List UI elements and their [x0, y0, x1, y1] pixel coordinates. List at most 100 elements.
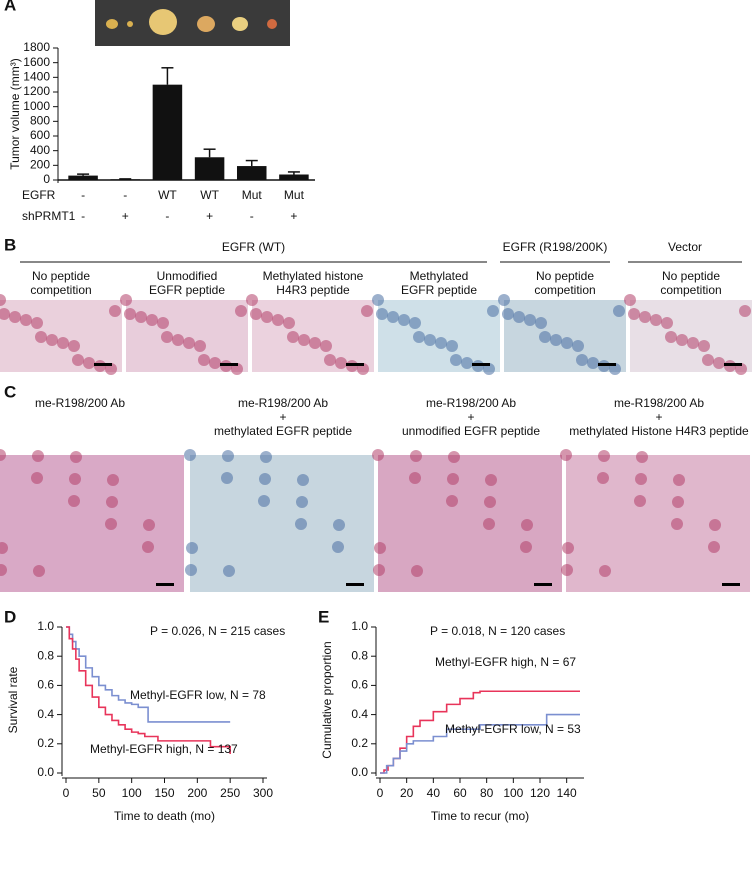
cell	[676, 334, 688, 346]
panel-label: D	[4, 607, 16, 626]
cell	[222, 450, 234, 462]
cell	[120, 294, 132, 306]
cell	[560, 449, 572, 461]
cell	[283, 317, 295, 329]
cell	[221, 472, 233, 484]
cell	[498, 294, 510, 306]
caption: +	[467, 410, 474, 424]
cell	[387, 311, 399, 323]
y-axis-label: Survival rate	[6, 666, 20, 733]
y-tick-label: 1400	[23, 70, 50, 84]
cell	[183, 337, 195, 349]
cell	[372, 294, 384, 306]
y-tick-label: 0	[43, 172, 50, 186]
cell	[673, 474, 685, 486]
cell	[146, 314, 158, 326]
cell	[398, 314, 410, 326]
series-label: Methyl-EGFR low, N = 78	[130, 688, 266, 702]
x-tick-label: 140	[557, 786, 577, 800]
x-tick-label: 0	[63, 786, 70, 800]
x-tick-label: 80	[480, 786, 494, 800]
group-title: EGFR (WT)	[222, 240, 285, 254]
bar	[152, 84, 183, 180]
panel-label: B	[4, 235, 16, 254]
cell	[335, 357, 347, 369]
x-tick-label: 300	[253, 786, 273, 800]
caption: competition	[30, 283, 91, 297]
cell	[105, 518, 117, 530]
scale-bar	[722, 583, 740, 586]
cell	[409, 317, 421, 329]
caption: H4R3 peptide	[276, 283, 350, 297]
cell	[297, 474, 309, 486]
y-tick-label: 0.6	[37, 678, 54, 692]
cell	[672, 496, 684, 508]
cell	[520, 541, 532, 553]
cell	[448, 451, 460, 463]
tumor	[127, 21, 133, 27]
category-label: -	[165, 209, 169, 223]
survival-curve	[380, 713, 580, 774]
caption: competition	[660, 283, 721, 297]
scale-bar	[346, 363, 364, 366]
x-axis-label: Time to death (mo)	[114, 809, 215, 823]
cell	[413, 331, 425, 343]
cell	[410, 450, 422, 462]
cell	[698, 340, 710, 352]
y-tick-label: 0.0	[351, 765, 368, 779]
x-axis-label: Time to recur (mo)	[431, 809, 529, 823]
survival-curve	[66, 626, 231, 723]
cell	[106, 496, 118, 508]
cell	[172, 334, 184, 346]
cell	[409, 472, 421, 484]
cell	[597, 472, 609, 484]
caption: competition	[534, 283, 595, 297]
category-label: -	[123, 188, 127, 202]
x-tick-label: 250	[220, 786, 240, 800]
tumor	[197, 16, 215, 32]
caption: EGFR peptide	[149, 283, 225, 297]
cell	[209, 357, 221, 369]
y-tick-label: 0.8	[351, 648, 368, 662]
caption: No peptide	[536, 269, 594, 283]
category-label: WT	[158, 188, 177, 202]
cell	[309, 337, 321, 349]
cell	[157, 317, 169, 329]
scale-bar	[724, 363, 742, 366]
y-tick-label: 0.0	[37, 765, 54, 779]
annotation: P = 0.018, N = 120 cases	[430, 624, 565, 638]
cell	[361, 305, 373, 317]
x-tick-label: 150	[154, 786, 174, 800]
cell	[320, 340, 332, 352]
cell	[373, 564, 385, 576]
cell	[587, 357, 599, 369]
scale-bar	[472, 363, 490, 366]
y-tick-label: 1.0	[37, 619, 54, 633]
tumor	[232, 17, 248, 31]
cell	[708, 541, 720, 553]
micrograph	[0, 455, 184, 592]
tumor	[267, 19, 277, 29]
series-label: Methyl-EGFR high, N = 137	[90, 742, 238, 756]
y-tick-label: 1600	[23, 55, 50, 69]
micrograph	[630, 300, 752, 372]
cell	[324, 354, 336, 366]
cell	[295, 518, 307, 530]
cell	[447, 473, 459, 485]
y-tick-label: 0.2	[351, 736, 368, 750]
caption: methylated Histone H4R3 peptide	[569, 424, 749, 438]
cell	[107, 474, 119, 486]
cell	[550, 334, 562, 346]
category-label: Mut	[242, 188, 263, 202]
category-label: -	[250, 209, 254, 223]
series-label: Methyl-EGFR high, N = 67	[435, 655, 576, 669]
cell	[20, 314, 32, 326]
cell	[272, 314, 284, 326]
cell	[485, 474, 497, 486]
cell	[0, 294, 6, 306]
cell	[70, 451, 82, 463]
cell	[333, 519, 345, 531]
tumor	[106, 19, 118, 29]
cell	[223, 565, 235, 577]
cell	[502, 308, 514, 320]
